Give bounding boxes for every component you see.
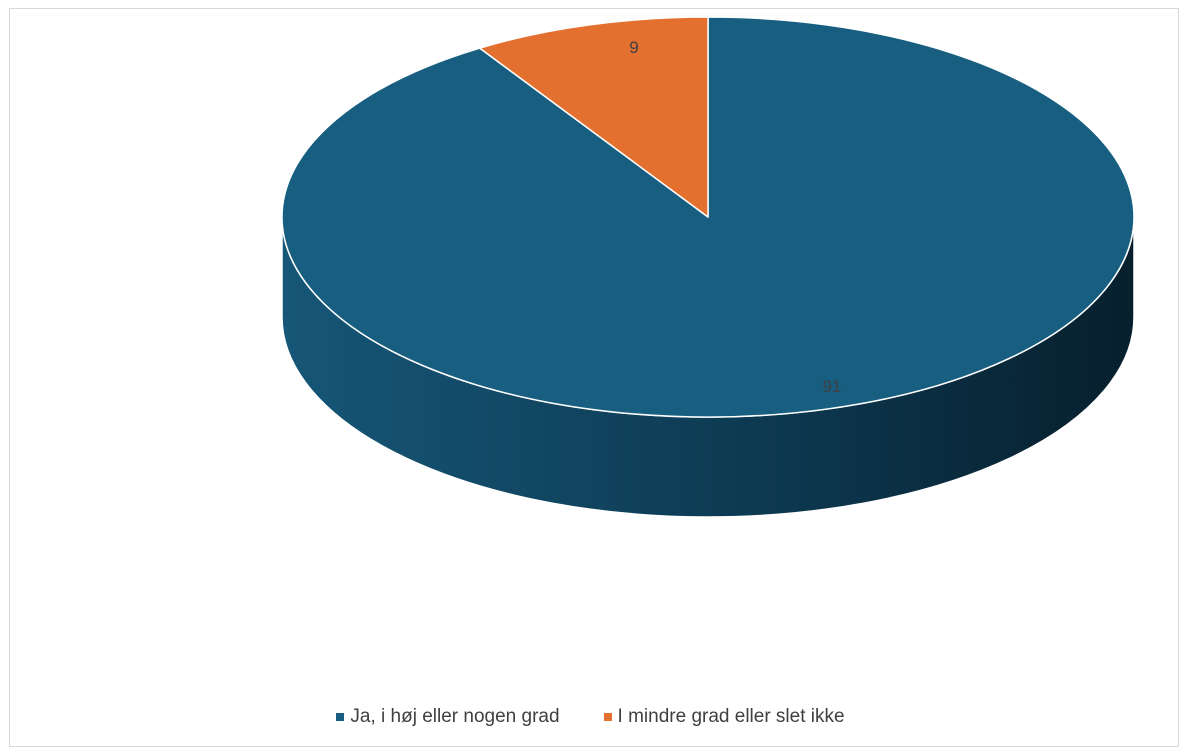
legend-label-ja: Ja, i høj eller nogen grad [350, 706, 560, 727]
pie-slices [281, 16, 1135, 418]
legend-swatch-i-mindre [603, 713, 612, 721]
legend-item-ja[interactable]: Ja, i høj eller nogen grad [336, 706, 560, 728]
pie-slice-i-mindre[interactable] [478, 16, 709, 218]
legend-label-i-mindre: I mindre grad eller slet ikke [617, 706, 845, 727]
legend-item-i-mindre[interactable]: I mindre grad eller slet ikke [603, 706, 845, 728]
pie-label-ja: 91 [823, 377, 842, 396]
pie-data-labels: 91 9 [629, 38, 841, 396]
legend: Ja, i høj eller nogen grad I mindre grad… [0, 706, 1181, 728]
legend-swatch-ja [336, 713, 345, 721]
pie-label-i-mindre: 9 [629, 38, 638, 57]
